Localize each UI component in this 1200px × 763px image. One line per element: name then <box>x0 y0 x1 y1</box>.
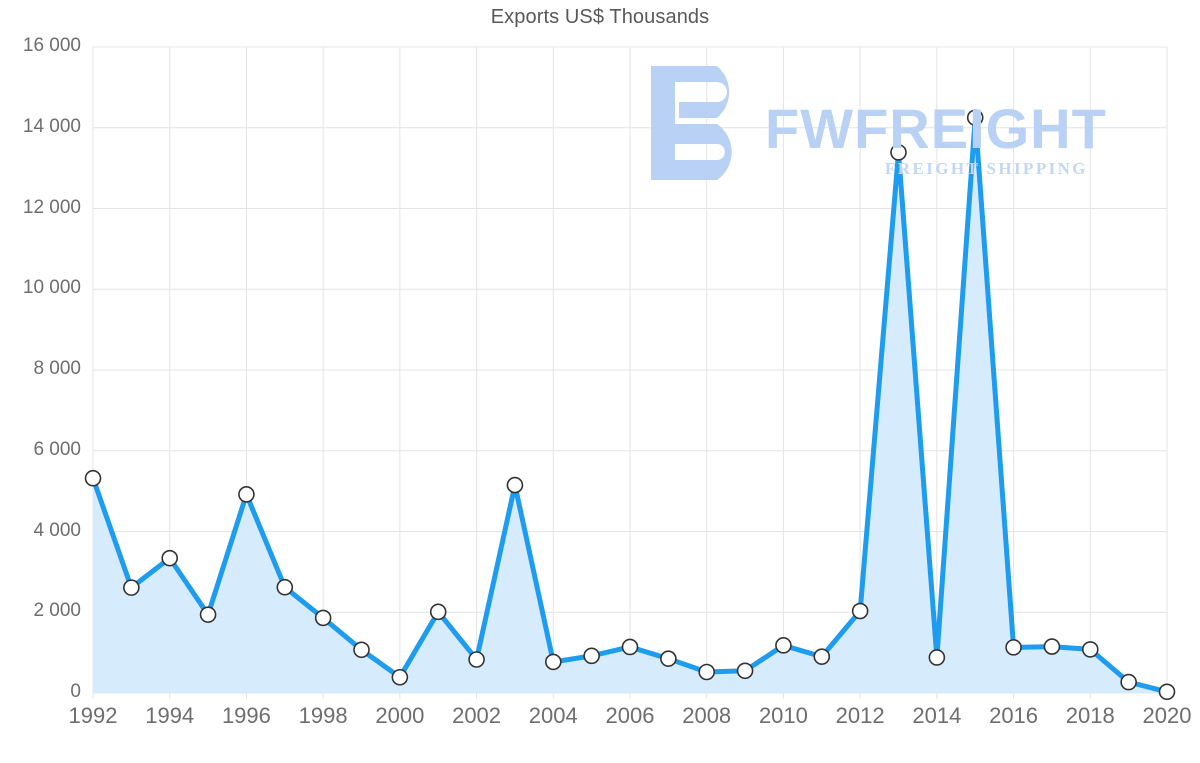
data-point-marker[interactable] <box>506 476 524 494</box>
data-point-marker[interactable] <box>890 144 907 161</box>
data-point-marker[interactable] <box>1120 673 1137 691</box>
x-axis-tick-label: 2010 <box>758 703 808 728</box>
x-axis-tick-label: 2000 <box>375 703 425 728</box>
area-fill <box>93 117 1167 693</box>
data-point-marker[interactable] <box>736 662 754 680</box>
data-point-marker[interactable] <box>276 578 294 596</box>
data-point-marker[interactable] <box>928 649 946 666</box>
x-axis-tick-label: 2018 <box>1065 703 1115 728</box>
data-point-marker[interactable] <box>583 647 600 665</box>
y-axis-tick-label: 10 000 <box>22 277 81 299</box>
y-axis-tick-label: 12 000 <box>22 196 81 218</box>
data-point-marker[interactable] <box>813 648 831 665</box>
x-axis-tick-label: 1992 <box>68 703 118 728</box>
data-point-marker[interactable] <box>851 602 869 620</box>
chart-title: Exports US$ Thousands <box>490 6 710 28</box>
data-point-marker[interactable] <box>314 609 332 627</box>
data-point-marker[interactable] <box>1081 641 1099 658</box>
data-point-marker[interactable] <box>391 668 409 686</box>
y-axis-tick-label: 6 000 <box>33 438 81 460</box>
data-point-marker[interactable] <box>468 651 485 668</box>
y-axis-tick-label: 2 000 <box>33 600 81 622</box>
y-axis-tick-label: 16 000 <box>22 35 81 56</box>
x-axis-tick-label: 2006 <box>605 703 655 728</box>
x-axis-tick-label: 2008 <box>682 703 732 728</box>
y-axis-tick-label: 14 000 <box>22 115 81 137</box>
x-axis-tick-label: 2004 <box>528 703 578 728</box>
data-point-marker[interactable] <box>123 579 140 596</box>
data-point-marker[interactable] <box>353 641 370 659</box>
y-axis-tick-label: 4 000 <box>33 519 81 541</box>
data-point-marker[interactable] <box>698 663 716 681</box>
x-axis-tick-label: 2012 <box>835 703 885 728</box>
data-point-marker[interactable] <box>966 109 984 126</box>
x-axis-tick-label: 2002 <box>452 703 502 728</box>
x-axis-tick-label: 1996 <box>221 703 271 728</box>
data-point-marker[interactable] <box>1158 683 1176 701</box>
data-point-marker[interactable] <box>161 549 179 567</box>
data-point-markers <box>84 109 1176 701</box>
x-axis-tick-label: 1998 <box>298 703 348 728</box>
data-point-marker[interactable] <box>1005 639 1022 656</box>
x-axis-tick-label: 2014 <box>912 703 962 728</box>
x-axis-tick-label: 2016 <box>989 703 1039 728</box>
data-point-marker[interactable] <box>1043 638 1061 655</box>
x-axis-tick-label: 2020 <box>1142 703 1192 728</box>
y-axis-tick-label: 8 000 <box>33 358 81 379</box>
data-point-marker[interactable] <box>775 637 792 654</box>
x-axis-tick-label: 1994 <box>145 703 195 728</box>
data-point-marker[interactable] <box>544 653 562 671</box>
data-point-marker[interactable] <box>429 603 447 621</box>
data-point-marker[interactable] <box>238 486 255 503</box>
data-point-marker[interactable] <box>621 638 639 656</box>
data-point-marker[interactable] <box>84 469 102 487</box>
data-point-marker[interactable] <box>660 650 677 667</box>
y-axis-tick-label: 0 <box>70 681 81 702</box>
data-point-marker[interactable] <box>199 606 217 623</box>
